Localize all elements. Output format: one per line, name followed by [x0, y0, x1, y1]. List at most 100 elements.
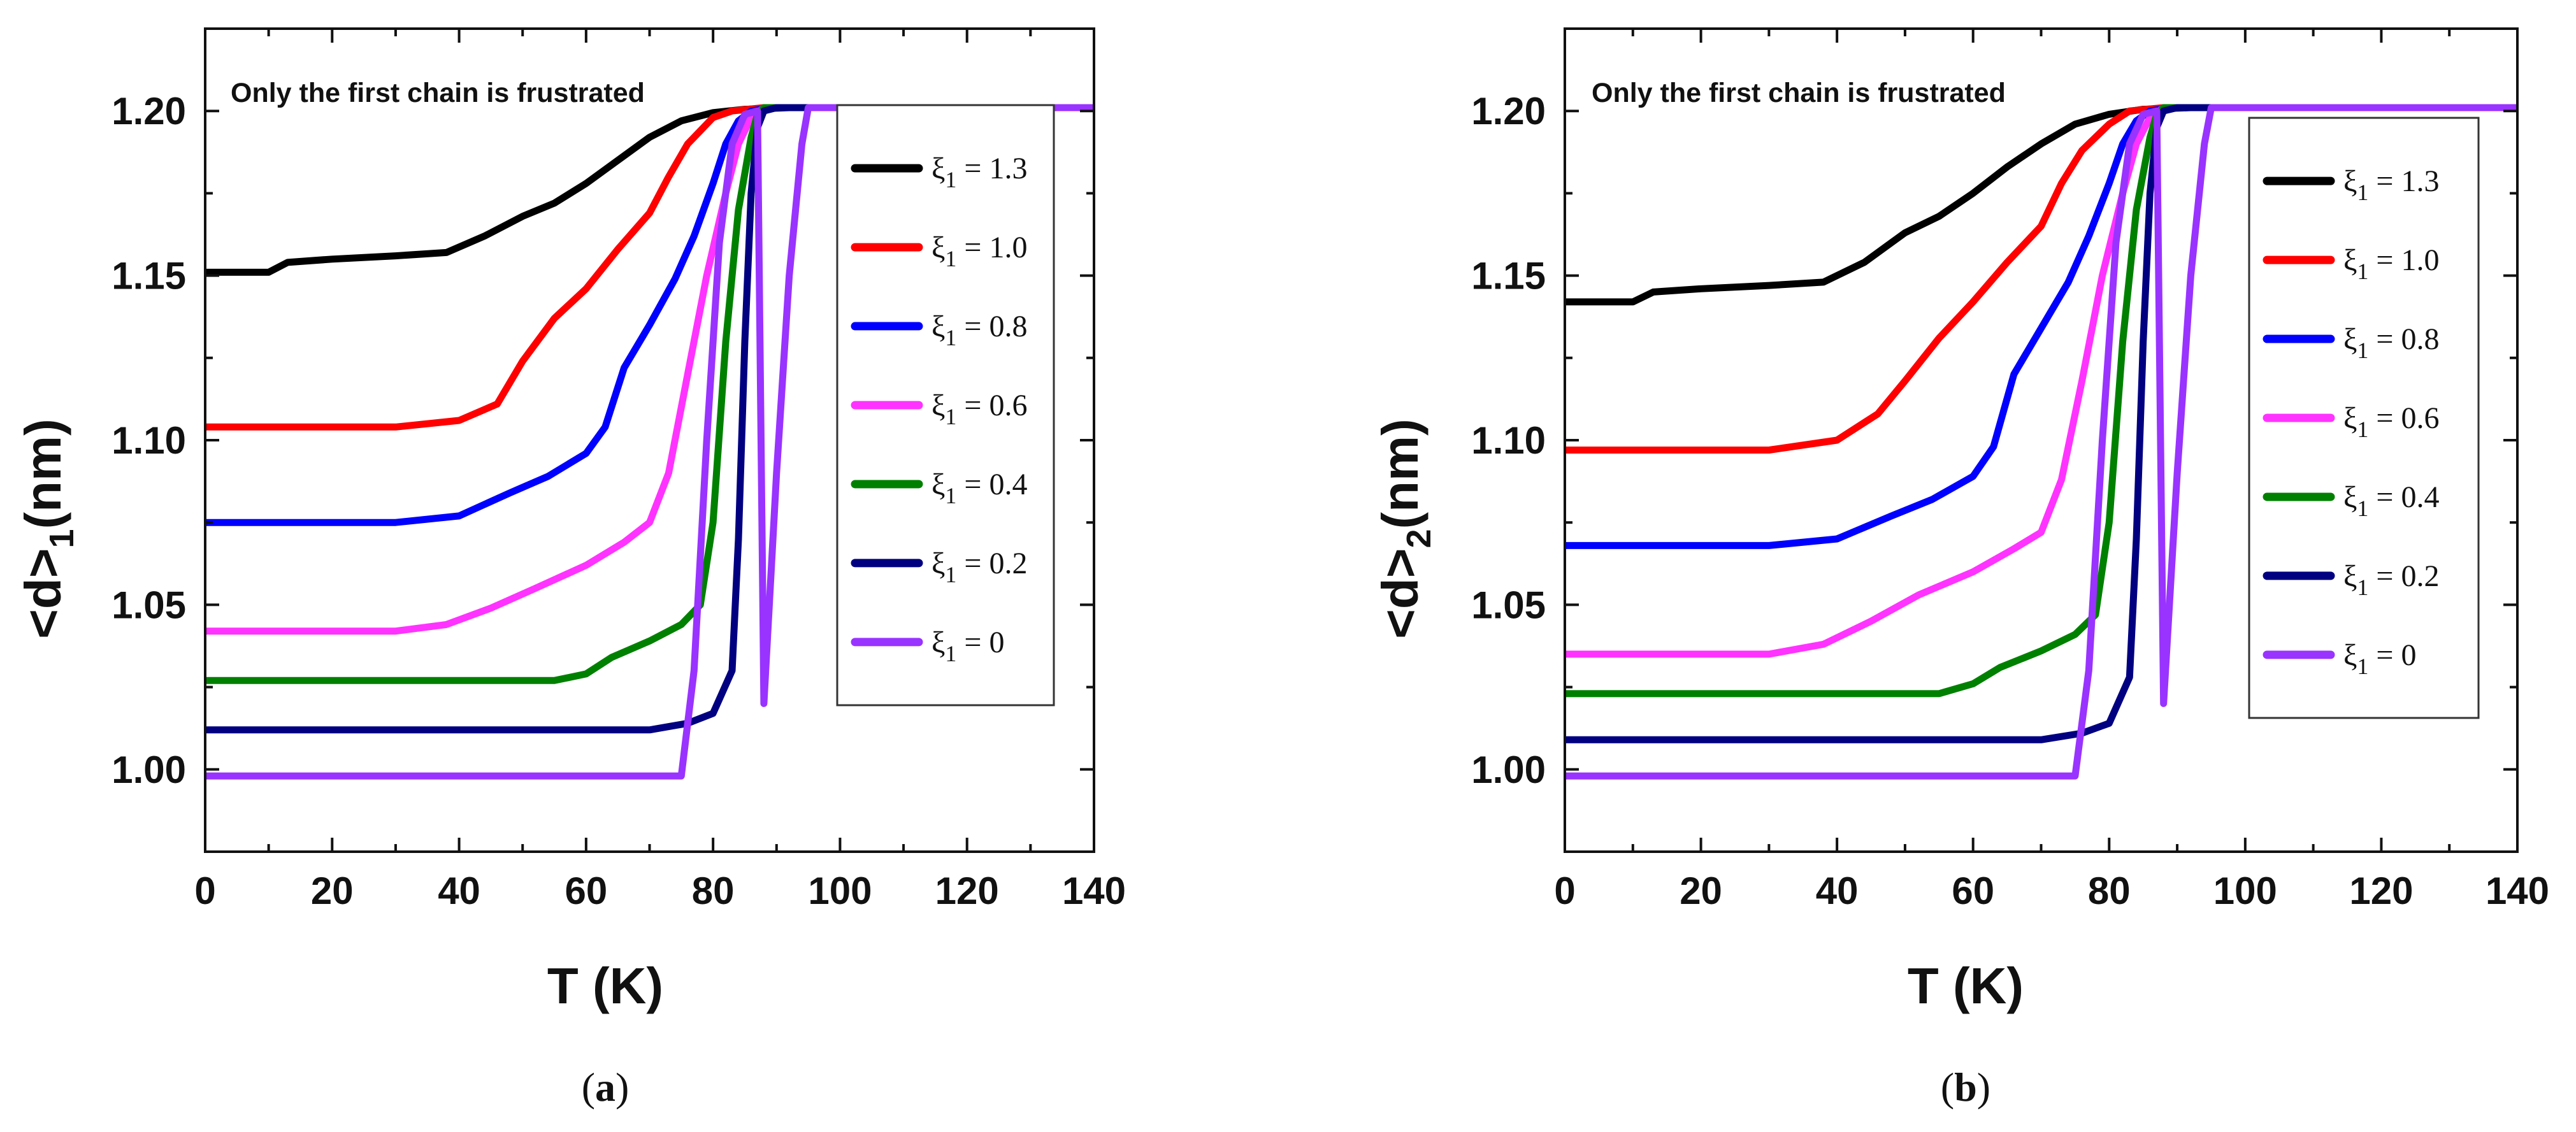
- series-line-b-5: [1565, 104, 2517, 743]
- x-tick-label-b-5: 100: [2213, 870, 2277, 912]
- x-axis-title-b: T (K): [1908, 957, 2024, 1014]
- legend-label-b-3: ξ1 = 0.6: [2343, 401, 2439, 442]
- x-tick-label-a-5: 100: [808, 870, 872, 912]
- legend-symbol-a-3: ξ: [932, 389, 945, 422]
- x-tick-label-b-6: 120: [2349, 870, 2413, 912]
- x-tick-label-a-2: 40: [438, 870, 480, 912]
- x-tick-label-a-1: 20: [311, 870, 354, 912]
- legend-subscript-b-4: 1: [2357, 496, 2368, 521]
- y-tick-label-a-3: 1.15: [112, 255, 186, 297]
- y-tick-label-b-1: 1.05: [1471, 584, 1546, 626]
- legend-value-a-0: = 1.3: [956, 152, 1027, 185]
- x-tick-label-a-6: 120: [935, 870, 999, 912]
- legend-label-a-1: ξ1 = 1.0: [932, 231, 1027, 271]
- caption-letter-b: b: [1954, 1064, 1977, 1110]
- x-axis-title-a: T (K): [547, 957, 663, 1014]
- y-axis-title-unit-a: (nm): [15, 419, 71, 529]
- legend-value-a-3: = 0.6: [956, 389, 1027, 422]
- series-line-a-1: [205, 104, 1094, 431]
- legend-value-a-5: = 0.2: [956, 547, 1027, 580]
- legend-label-b-2: ξ1 = 0.8: [2343, 322, 2439, 363]
- legend-subscript-a-1: 1: [945, 246, 956, 271]
- caption-letter-a: a: [595, 1064, 615, 1110]
- legend-subscript-b-2: 1: [2357, 338, 2368, 363]
- caption-close-paren-b: ): [1977, 1064, 1990, 1110]
- legend-value-b-1: = 1.0: [2368, 243, 2439, 277]
- caption-close-paren-a: ): [615, 1064, 629, 1110]
- annotation-b: Only the first chain is frustrated: [1592, 78, 2006, 108]
- x-tick-label-b-4: 80: [2088, 870, 2131, 912]
- legend-value-a-1: = 1.0: [956, 231, 1027, 264]
- x-tick-label-b-1: 20: [1680, 870, 1722, 912]
- legend-label-a-4: ξ1 = 0.4: [932, 468, 1027, 508]
- y-tick-label-a-2: 1.10: [112, 419, 186, 462]
- y-axis-title-unit-b: (nm): [1372, 419, 1428, 529]
- legend-symbol-a-6: ξ: [932, 626, 945, 659]
- legend-symbol-b-5: ξ: [2343, 559, 2357, 593]
- legend-value-a-2: = 0.8: [956, 310, 1027, 343]
- series-line-a-3: [205, 104, 1094, 635]
- legend-value-a-4: = 0.4: [956, 468, 1027, 501]
- x-tick-label-a-7: 140: [1062, 870, 1126, 912]
- x-tick-label-a-0: 0: [194, 870, 215, 912]
- legend-value-a-6: = 0: [956, 626, 1004, 659]
- series-group-a: [205, 104, 1094, 780]
- legend-label-a-5: ξ1 = 0.2: [932, 547, 1027, 587]
- y-tick-label-a-4: 1.20: [112, 90, 186, 133]
- legend-symbol-b-3: ξ: [2343, 401, 2357, 435]
- legend-symbol-b-1: ξ: [2343, 243, 2357, 277]
- legend-symbol-b-6: ξ: [2343, 638, 2357, 672]
- legend-subscript-a-6: 1: [945, 641, 956, 666]
- legend-symbol-a-0: ξ: [932, 152, 945, 185]
- legend-label-b-6: ξ1 = 0: [2343, 638, 2416, 679]
- x-tick-label-b-0: 0: [1554, 870, 1575, 912]
- legend-symbol-a-2: ξ: [932, 310, 945, 343]
- legend-subscript-a-5: 1: [945, 562, 956, 587]
- legend-label-b-5: ξ1 = 0.2: [2343, 559, 2439, 600]
- legend-label-b-1: ξ1 = 1.0: [2343, 243, 2439, 284]
- x-tick-label-a-3: 60: [565, 870, 607, 912]
- y-tick-label-b-3: 1.15: [1471, 255, 1546, 297]
- legend-symbol-b-2: ξ: [2343, 322, 2357, 356]
- chart-panel-b: Only the first chain is frustrated T (K)…: [1372, 27, 2549, 1110]
- legend-subscript-b-6: 1: [2357, 654, 2368, 679]
- legend-subscript-b-0: 1: [2357, 180, 2368, 205]
- legend-symbol-a-5: ξ: [932, 547, 945, 580]
- legend-label-a-2: ξ1 = 0.8: [932, 310, 1027, 350]
- y-tick-label-b-2: 1.10: [1471, 419, 1546, 462]
- legend-value-b-6: = 0: [2368, 638, 2416, 672]
- x-tick-label-a-4: 80: [692, 870, 735, 912]
- legend-value-b-0: = 1.3: [2368, 164, 2439, 198]
- y-tick-label-b-4: 1.20: [1471, 90, 1546, 133]
- legend-symbol-b-4: ξ: [2343, 480, 2357, 514]
- y-axis-title-a: <d>1(nm): [15, 419, 81, 639]
- series-line-b-6: [1565, 104, 2517, 780]
- y-axis-title-main-a: <d>: [15, 548, 71, 639]
- legend-label-a-3: ξ1 = 0.6: [932, 389, 1027, 429]
- series-line-b-1: [1565, 104, 2517, 454]
- legend-subscript-a-0: 1: [945, 167, 956, 192]
- legend-symbol-a-4: ξ: [932, 468, 945, 501]
- legend-symbol-b-0: ξ: [2343, 164, 2357, 198]
- legend-label-a-6: ξ1 = 0: [932, 626, 1004, 666]
- legend-value-b-3: = 0.6: [2368, 401, 2439, 435]
- legend-subscript-b-5: 1: [2357, 575, 2368, 600]
- legend-value-b-4: = 0.4: [2368, 480, 2439, 514]
- y-axis-title-sub-b: 2: [1400, 529, 1438, 548]
- y-tick-label-b-0: 1.00: [1471, 749, 1546, 791]
- y-tick-label-a-0: 1.00: [112, 749, 186, 791]
- y-axis-title-sub-a: 1: [43, 529, 81, 548]
- series-line-b-0: [1565, 104, 2517, 306]
- legend-symbol-a-1: ξ: [932, 231, 945, 264]
- chart-panel-a: Only the first chain is frustrated T (K)…: [15, 27, 1126, 1110]
- legend-subscript-b-1: 1: [2357, 259, 2368, 284]
- series-line-b-3: [1565, 104, 2517, 658]
- x-tick-label-b-3: 60: [1952, 870, 1994, 912]
- y-axis-title-b: <d>2(nm): [1372, 419, 1438, 639]
- x-tick-label-b-7: 140: [2486, 870, 2549, 912]
- series-group-b: [1565, 104, 2517, 780]
- panel-caption-a: (a): [582, 1064, 630, 1110]
- legend-subscript-a-4: 1: [945, 483, 956, 508]
- y-axis-title-main-b: <d>: [1372, 548, 1428, 639]
